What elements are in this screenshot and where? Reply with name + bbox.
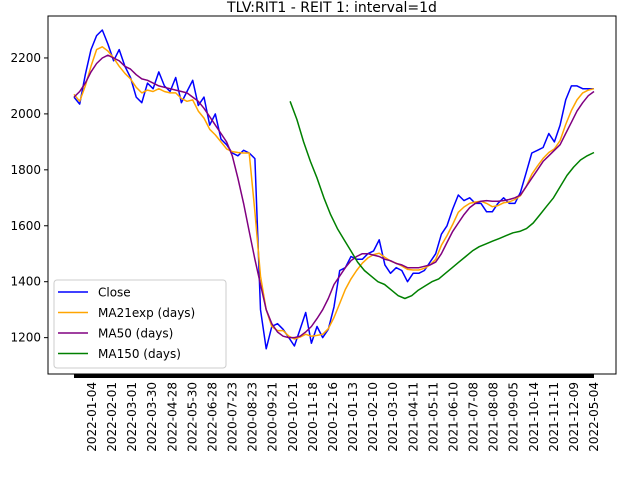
x-tick-label: 2020-11-18: [306, 382, 320, 452]
x-tick-band: [74, 374, 594, 378]
x-tick-label: 2022-03-01: [125, 382, 139, 452]
x-tick-label: 2021-11-11: [547, 382, 561, 452]
plot-lines: [73, 29, 595, 350]
y-tick-label: 1800: [10, 163, 41, 177]
y-tick-label: 1600: [10, 219, 41, 233]
legend-label-0: Close: [98, 286, 131, 300]
x-tick-label: 2020-10-21: [286, 382, 300, 452]
x-tick-label: 2022-03-30: [145, 382, 159, 452]
x-tick-label: 2021-07-08: [467, 382, 481, 452]
x-tick-label: 2022-01-04: [85, 382, 99, 452]
y-tick-label: 1400: [10, 275, 41, 289]
y-tick-label: 1200: [10, 331, 41, 345]
x-tick-label: 2021-08-08: [487, 382, 501, 452]
x-tick-label: 2021-10-14: [527, 382, 541, 452]
legend-label-1: MA21exp (days): [98, 306, 195, 320]
x-tick-label: 2021-04-11: [406, 382, 420, 452]
legend-label-3: MA150 (days): [98, 347, 181, 361]
y-tick-label: 2000: [10, 107, 41, 121]
x-tick-label: 2021-12-09: [567, 382, 581, 452]
chart-title: TLV:RIT1 - REIT 1: interval=1d: [226, 0, 437, 16]
x-tick-label: 2020-12-16: [326, 382, 340, 452]
x-tick-label: 2021-02-10: [366, 382, 380, 452]
y-tick-label: 2200: [10, 51, 41, 65]
y-axis: 1200 1400 1600 1800 2000 2200: [10, 51, 48, 345]
x-tick-label: 2022-02-01: [105, 382, 119, 452]
x-tick-label: 2021-03-10: [386, 382, 400, 452]
x-tick-label: 2022-06-28: [205, 382, 219, 452]
x-tick-label: 2022-05-04: [587, 382, 601, 452]
x-tick-label: 2022-05-30: [185, 382, 199, 452]
x-tick-label: 2021-09-05: [507, 382, 521, 452]
x-tick-label: 2020-07-23: [226, 382, 240, 452]
series-line-1: [73, 46, 595, 340]
legend-box: [53, 279, 227, 369]
legend: Close MA21exp (days) MA50 (days) MA150 (day…: [53, 279, 227, 369]
x-tick-label: 2021-01-13: [346, 382, 360, 452]
legend-label-2: MA50 (days): [98, 327, 173, 341]
series-line-2: [73, 54, 595, 339]
x-tick-label: 2021-05-11: [426, 382, 440, 452]
x-tick-label: 2022-04-28: [165, 382, 179, 452]
x-tick-label: 2020-08-23: [246, 382, 260, 452]
x-tick-label: 2020-09-21: [266, 382, 280, 452]
x-tick-label: 2021-06-10: [446, 382, 460, 452]
series-line-3: [289, 101, 595, 300]
x-axis: 2022-01-04 2022-02-01 2022-03-01 2022-03-30…: [74, 374, 601, 452]
